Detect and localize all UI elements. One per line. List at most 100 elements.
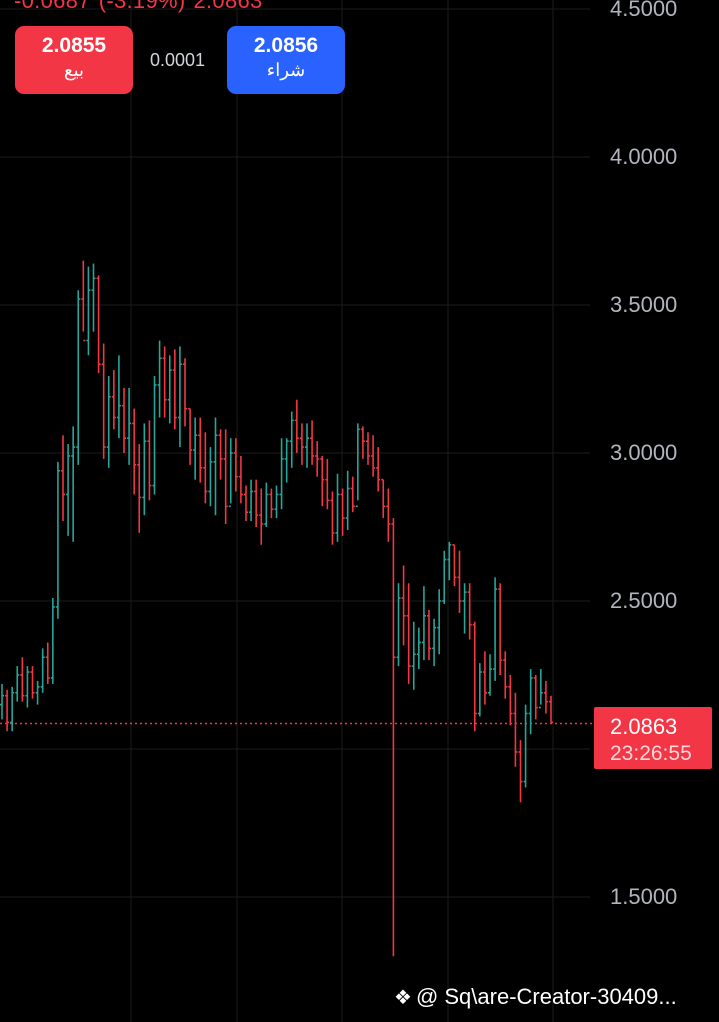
ohlc-bar <box>132 408 137 495</box>
ohlc-bar <box>162 346 167 418</box>
ohlc-bar <box>183 358 187 427</box>
y-axis-tick-label: 2.5000 <box>610 588 678 613</box>
ohlc-bar <box>76 290 81 465</box>
ohlc-bar <box>421 586 426 661</box>
ohlc-bar <box>81 260 86 342</box>
ohlc-bar <box>45 642 50 684</box>
ohlc-bar <box>111 370 116 430</box>
ohlc-bar <box>350 476 355 513</box>
y-axis-tick-label: 3.0000 <box>610 440 678 465</box>
ohlc-bar <box>376 447 381 492</box>
creator-watermark: ❖ @ Sq\are-Creator-30409... <box>394 984 677 1010</box>
ohlc-bar <box>116 355 121 439</box>
ohlc-bar <box>203 432 208 504</box>
ohlc-bar <box>264 482 269 527</box>
ohlc-bar <box>310 420 315 465</box>
ohlc-bar <box>391 518 396 957</box>
ohlc-bar <box>0 683 4 720</box>
ohlc-bar <box>432 618 437 667</box>
ohlc-bar <box>406 583 411 684</box>
ohlc-bar <box>279 438 284 510</box>
ohlc-bar <box>50 598 55 684</box>
ohlc-bar <box>71 426 76 542</box>
ohlc-bar <box>55 461 60 619</box>
ohlc-bar <box>233 438 238 492</box>
ohlc-bar <box>66 444 71 536</box>
ohlc-bar <box>549 695 553 724</box>
ohlc-bar <box>188 407 193 465</box>
ohlc-bar <box>335 473 340 542</box>
buy-price: 2.0856 <box>253 34 319 57</box>
ohlc-bar <box>30 666 35 699</box>
ohlc-bars <box>0 260 553 957</box>
ohlc-bar <box>228 438 233 508</box>
ohlc-bar <box>543 680 548 714</box>
ohlc-bar <box>437 589 442 655</box>
ohlc-bar <box>533 675 538 720</box>
ohlc-bar <box>482 651 487 705</box>
ohlc-bar <box>411 621 416 690</box>
ohlc-bar <box>96 275 101 374</box>
ohlc-bar <box>213 417 218 516</box>
ohlc-bar <box>381 478 386 519</box>
ohlc-bar <box>259 488 264 545</box>
spread-value: 0.0001 <box>150 50 206 70</box>
current-price-tag: 2.0863 23:26:55 <box>594 707 712 769</box>
ohlc-bar <box>172 349 177 430</box>
sell-price: 2.0855 <box>41 34 107 57</box>
ohlc-bar <box>528 669 533 735</box>
sell-label: بيع <box>63 60 85 80</box>
y-axis-tick-label: 1.5000 <box>610 884 678 909</box>
ohlc-bar <box>35 680 40 705</box>
ohlc-bar <box>91 263 96 332</box>
ohlc-bar <box>518 740 523 803</box>
ohlc-bar <box>513 692 518 767</box>
current-price-value: 2.0863 <box>610 714 678 739</box>
ohlc-bar <box>238 455 243 504</box>
ohlc-bar <box>386 488 391 542</box>
ohlc-bar <box>330 491 335 545</box>
ohlc-bar <box>244 485 248 522</box>
ohlc-bar <box>299 423 304 465</box>
ohlc-bar <box>15 666 20 702</box>
buy-button[interactable]: 2.0856 شراء <box>227 26 345 94</box>
ohlc-bar <box>442 550 447 604</box>
ohlc-bar <box>315 441 320 477</box>
ohlc-bar <box>305 423 309 468</box>
ohlc-bar <box>167 355 172 424</box>
ohlc-bar <box>538 669 543 709</box>
ohlc-bar <box>355 423 360 508</box>
ohlc-bar <box>472 621 477 732</box>
ohlc-bar <box>249 479 254 522</box>
ohlc-bar <box>10 686 15 732</box>
ohlc-bar <box>371 435 376 477</box>
ohlc-bar <box>177 346 182 448</box>
price-change-value: -0.0687 <box>14 0 91 13</box>
ohlc-bar <box>523 704 528 788</box>
ohlc-bar <box>137 444 142 533</box>
ohlc-bar <box>106 376 111 468</box>
ohlc-bar <box>320 455 325 507</box>
ohlc-bar <box>198 417 203 483</box>
ohlc-bar <box>503 651 508 699</box>
ohlc-bar <box>25 666 30 708</box>
y-axis-tick-label: 4.5000 <box>610 0 678 21</box>
ohlc-bar <box>427 609 431 661</box>
chart-grid <box>0 0 590 1022</box>
watermark-text: @ Sq\are-Creator-30409... <box>415 984 677 1009</box>
ohlc-bar <box>401 565 406 646</box>
ohlc-bar <box>325 458 330 510</box>
ohlc-bar <box>254 479 259 527</box>
ohlc-bar <box>147 420 152 501</box>
ohlc-bar <box>152 376 157 495</box>
sell-button[interactable]: 2.0855 بيع <box>15 26 133 94</box>
ohlc-bar <box>193 417 198 480</box>
ohlc-bar <box>488 654 492 696</box>
ohlc-bar <box>457 550 462 613</box>
ohlc-bar <box>127 387 132 465</box>
ohlc-bar <box>40 648 45 693</box>
ohlc-bar <box>61 435 65 522</box>
ohlc-bar <box>274 485 279 519</box>
ohlc-bar <box>467 583 472 640</box>
